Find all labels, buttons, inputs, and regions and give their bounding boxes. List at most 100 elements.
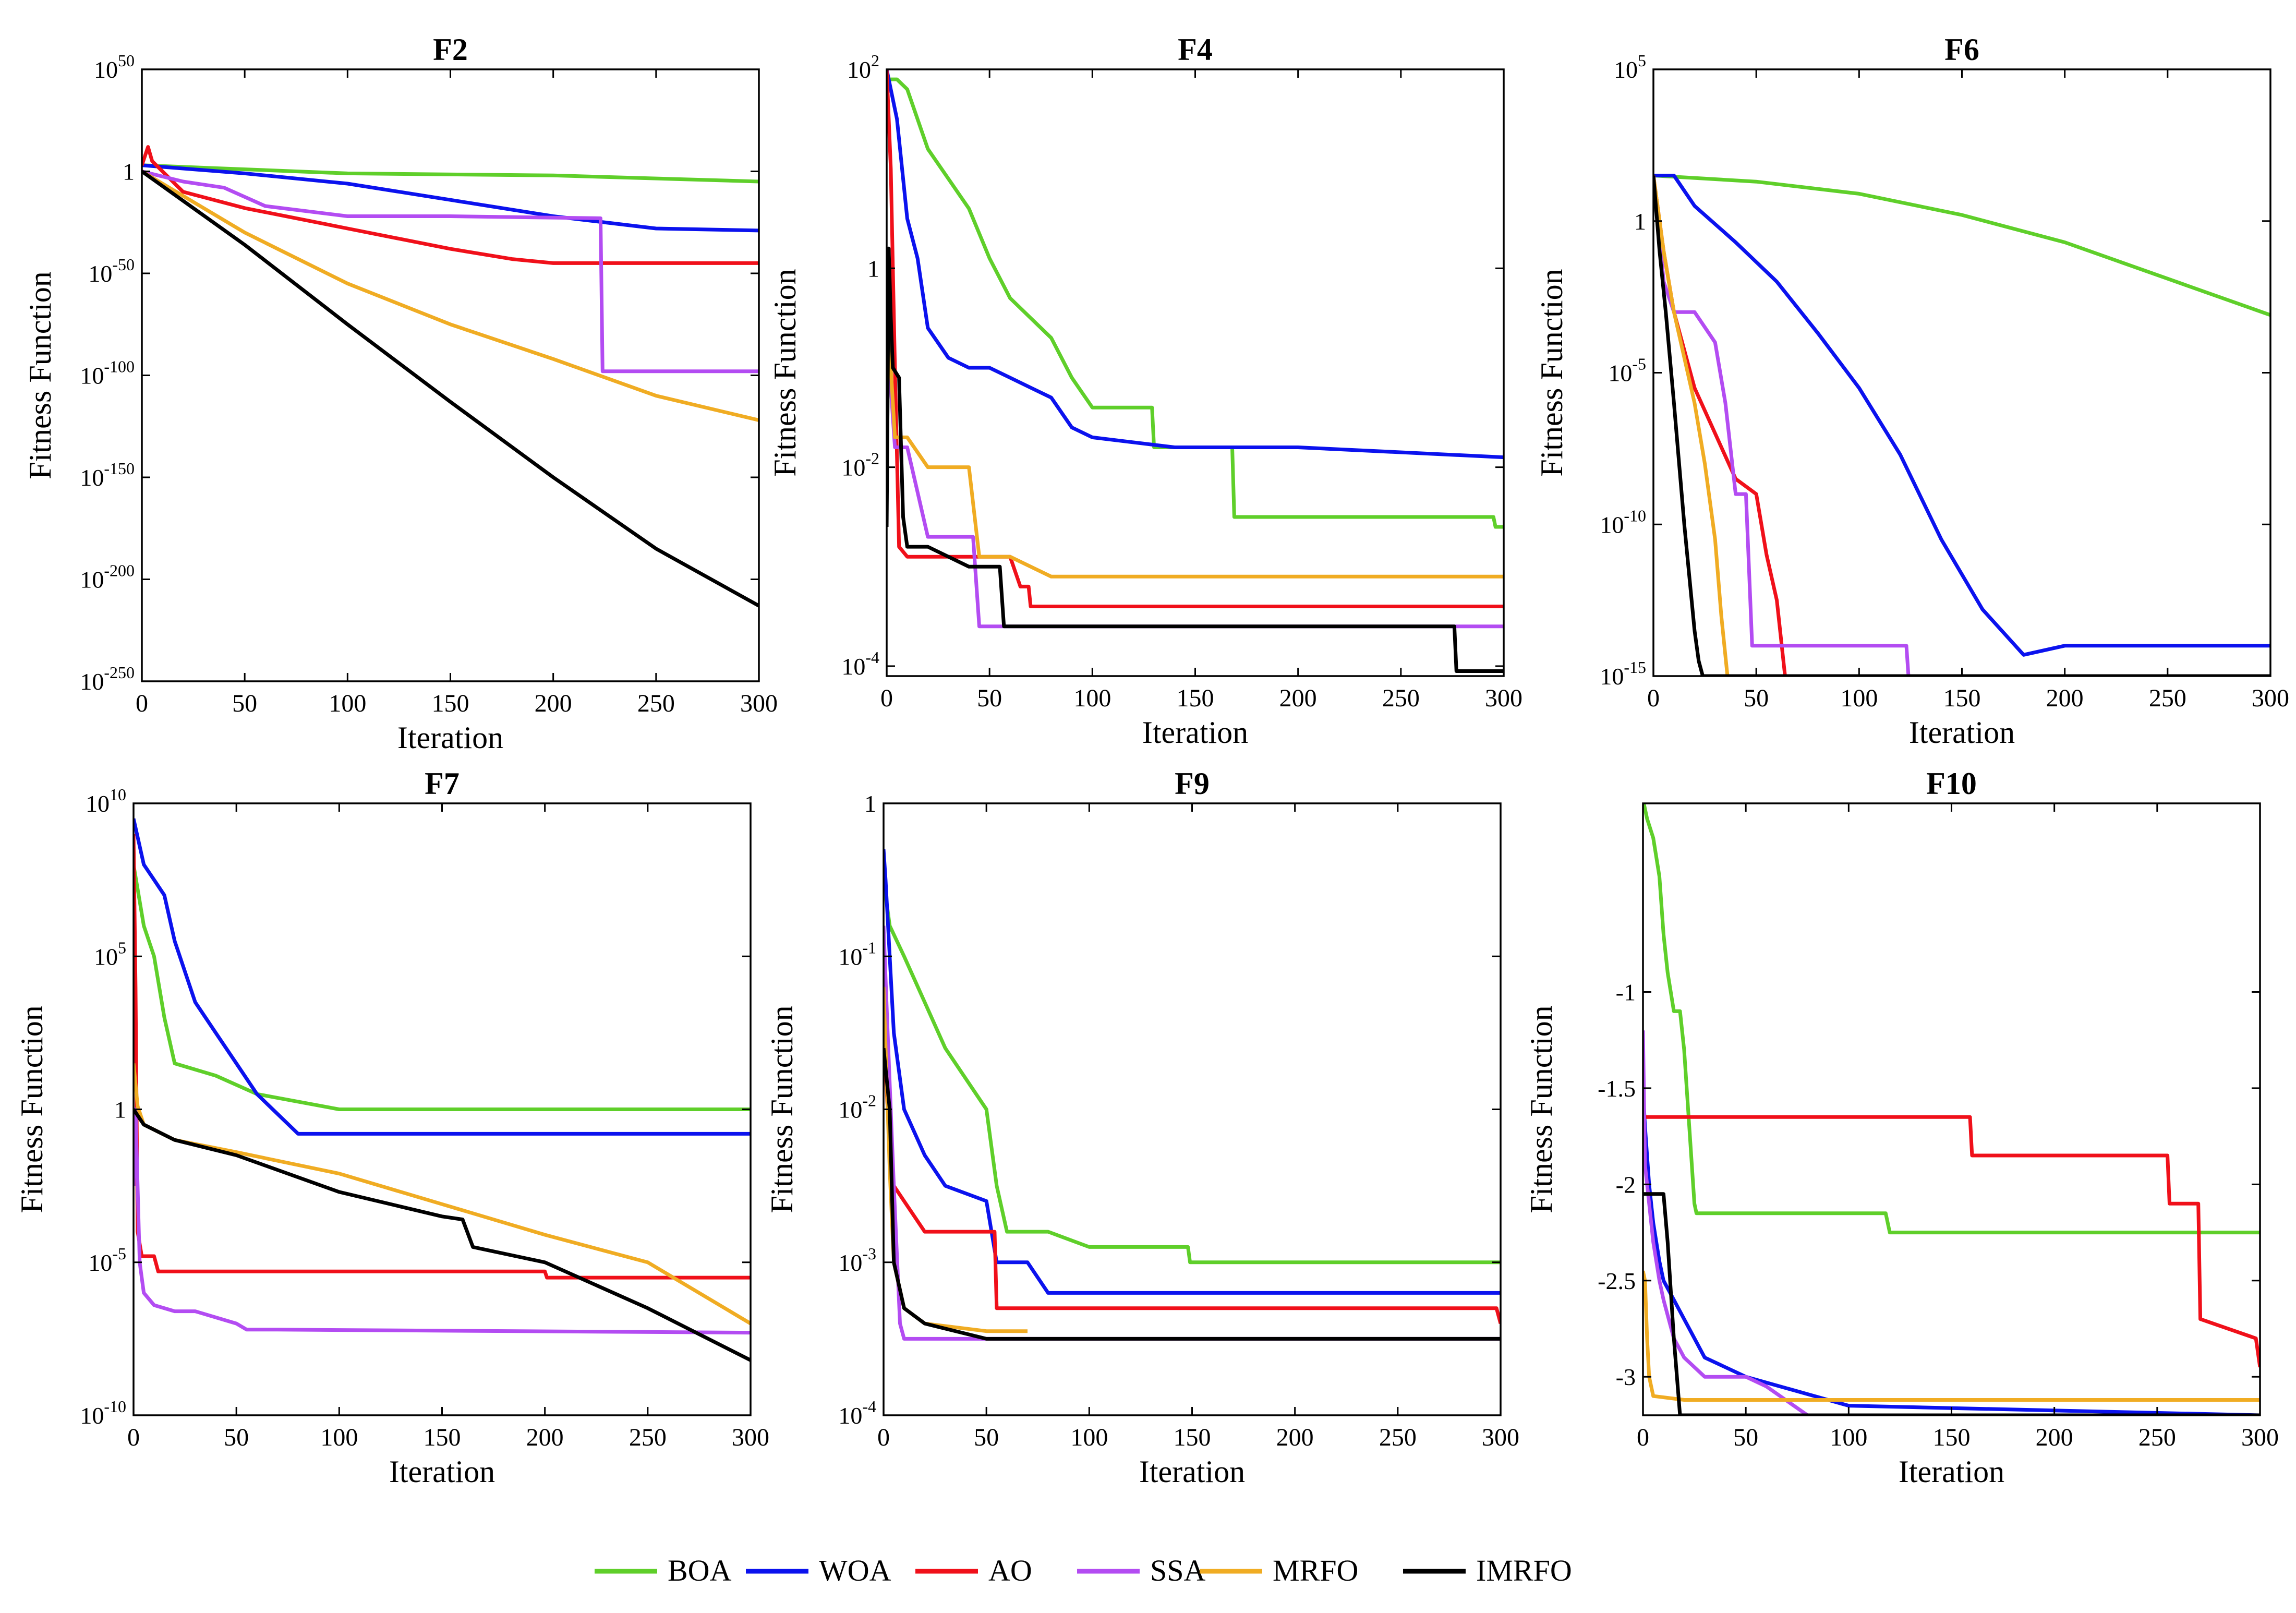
f10-series-ao	[1643, 1115, 2260, 1368]
f4-xtick-label: 100	[1073, 684, 1111, 712]
f9-ylabel: Fitness Function	[765, 1005, 799, 1213]
f4-xtick-label: 0	[880, 684, 893, 712]
f2-series-ssa	[142, 170, 759, 374]
legend: BOA WOA AO SSA MRFO IMRFO	[595, 1554, 1572, 1587]
f2-ytick-label: 1050	[94, 51, 135, 83]
f6-ylabel: Fitness Function	[1534, 269, 1569, 476]
f9-xtick-label: 200	[1276, 1424, 1314, 1451]
f2-series-woa	[142, 163, 759, 233]
f6-series-group	[1653, 174, 2270, 676]
f9-ytick-label: 10-3	[838, 1244, 876, 1276]
f10-series-imrfo	[1643, 1192, 2260, 1415]
f2-xtick-label: 100	[329, 690, 366, 717]
legend-label-boa: BOA	[668, 1554, 732, 1587]
f7-series-mrfo	[134, 1063, 751, 1326]
f6-ytick-label: 10-5	[1608, 355, 1646, 387]
f6-series-mrfo	[1653, 175, 1730, 676]
legend-label-ao: AO	[988, 1554, 1032, 1587]
f9-xtick-label: 0	[877, 1424, 890, 1451]
f4-ytick-label: 1	[867, 255, 879, 282]
f9-series-group	[884, 849, 1501, 1341]
f6-xtick-label: 150	[1943, 684, 1981, 712]
f2-ytick-label: 10-100	[80, 357, 135, 389]
f6-xtick-label: 250	[2149, 684, 2186, 712]
f4-xtick-label: 150	[1177, 684, 1214, 712]
f4-xtick-label: 50	[977, 684, 1002, 712]
chart-f2: F2 0 50 100 150 200 250 300 1050 1 10-50 10-100 10-1…	[23, 32, 778, 755]
f10-xtick-label: 100	[1830, 1424, 1867, 1451]
f4-xlabel: Iteration	[1142, 715, 1248, 750]
f7-series-ssa	[134, 1108, 751, 1335]
legend-label-ssa: SSA	[1150, 1554, 1206, 1587]
f4-series-mrfo	[887, 268, 1504, 579]
chart-panels: F20 50 100 150 200 250 3001050110-5010-10010-1…	[15, 32, 2289, 1489]
f9-xtick-label: 150	[1174, 1424, 1211, 1451]
chart-f9: F9 0 50 100 150 200 250 300 1 10-1 10-2 10-3 10-4 Ite…	[765, 766, 1519, 1489]
f7-ytick-label: 1010	[86, 785, 126, 817]
f7-xtick-label: 0	[127, 1424, 140, 1451]
f9-ytick-label: 10-4	[838, 1397, 876, 1429]
f6-ytick-label: 105	[1614, 51, 1646, 83]
f4-ytick-label: 102	[847, 51, 879, 83]
legend-label-woa: WOA	[819, 1554, 891, 1587]
f6-xlabel: Iteration	[1909, 715, 2015, 750]
f6-series-boa	[1653, 174, 2270, 317]
f2-xtick-label: 0	[136, 690, 148, 717]
f2-ytick-label: 10-50	[88, 255, 135, 287]
f9-title: F9	[1175, 766, 1210, 801]
legend-item-ssa: SSA	[1077, 1554, 1206, 1587]
f7-xtick-label: 50	[224, 1424, 249, 1451]
f10-ytick-label: -2	[1616, 1171, 1636, 1198]
f10-xtick-label: 150	[1933, 1424, 1971, 1451]
f4-ylabel: Fitness Function	[768, 269, 802, 476]
f7-series-group	[134, 818, 751, 1362]
f9-xlabel: Iteration	[1139, 1454, 1245, 1489]
legend-label-mrfo: MRFO	[1273, 1554, 1358, 1587]
legend-item-woa: WOA	[746, 1554, 891, 1587]
f7-series-woa	[134, 818, 751, 1136]
f9-series-imrfo	[884, 1048, 1501, 1341]
f2-series-imrfo	[142, 170, 759, 608]
f2-xlabel: Iteration	[397, 720, 503, 755]
f7-ytick-label: 105	[94, 938, 126, 970]
f10-series-boa	[1643, 803, 2260, 1235]
f7-xtick-label: 250	[629, 1424, 667, 1451]
f4-ytick-label: 10-4	[841, 648, 879, 680]
f10-xlabel: Iteration	[1899, 1454, 2004, 1489]
f6-ytick-label: 10-15	[1600, 658, 1646, 690]
f7-xtick-label: 150	[424, 1424, 461, 1451]
f6-series-woa	[1653, 174, 2270, 657]
chart-f10: F10 0 50 100 150 200 250 300 -1 -1.5 -2 -2.5 -3 Itera…	[1524, 766, 2279, 1489]
f10-xtick-label: 50	[1733, 1424, 1758, 1451]
f6-xtick-label: 0	[1647, 684, 1660, 712]
f7-xlabel: Iteration	[389, 1454, 495, 1489]
f4-xtick-label: 200	[1279, 684, 1317, 712]
f6-xtick-label: 50	[1744, 684, 1769, 712]
f10-xtick-label: 0	[1637, 1424, 1649, 1451]
legend-item-ao: AO	[915, 1554, 1032, 1587]
f2-series-boa	[142, 163, 759, 184]
chart-f6: F6 0 50 100 150 200 250 300 105 1 10-5 10-10 10-15 It…	[1534, 32, 2289, 750]
f2-series-mrfo	[142, 170, 759, 422]
f4-series-woa	[887, 69, 1504, 460]
f6-ytick-label: 1	[1634, 208, 1646, 235]
f9-xtick-label: 250	[1379, 1424, 1417, 1451]
f10-ylabel: Fitness Function	[1524, 1005, 1558, 1213]
legend-label-imrfo: IMRFO	[1476, 1554, 1572, 1587]
f2-series-ao	[142, 145, 759, 265]
f9-xtick-label: 100	[1070, 1424, 1108, 1451]
f7-series-boa	[134, 864, 751, 1111]
f6-xtick-label: 300	[2252, 684, 2289, 712]
f2-xtick-label: 300	[740, 690, 778, 717]
f4-xtick-label: 300	[1485, 684, 1522, 712]
f7-ytick-label: 10-10	[80, 1397, 126, 1429]
f9-ytick-label: 10-2	[838, 1091, 876, 1123]
f2-ytick-label: 1	[123, 159, 135, 185]
f2-ytick-label: 10-200	[80, 561, 135, 593]
f4-ytick-label: 10-2	[841, 449, 879, 481]
f2-xtick-label: 250	[637, 690, 675, 717]
f4-series-boa	[887, 77, 1504, 529]
f10-ytick-label: -2.5	[1598, 1268, 1636, 1294]
